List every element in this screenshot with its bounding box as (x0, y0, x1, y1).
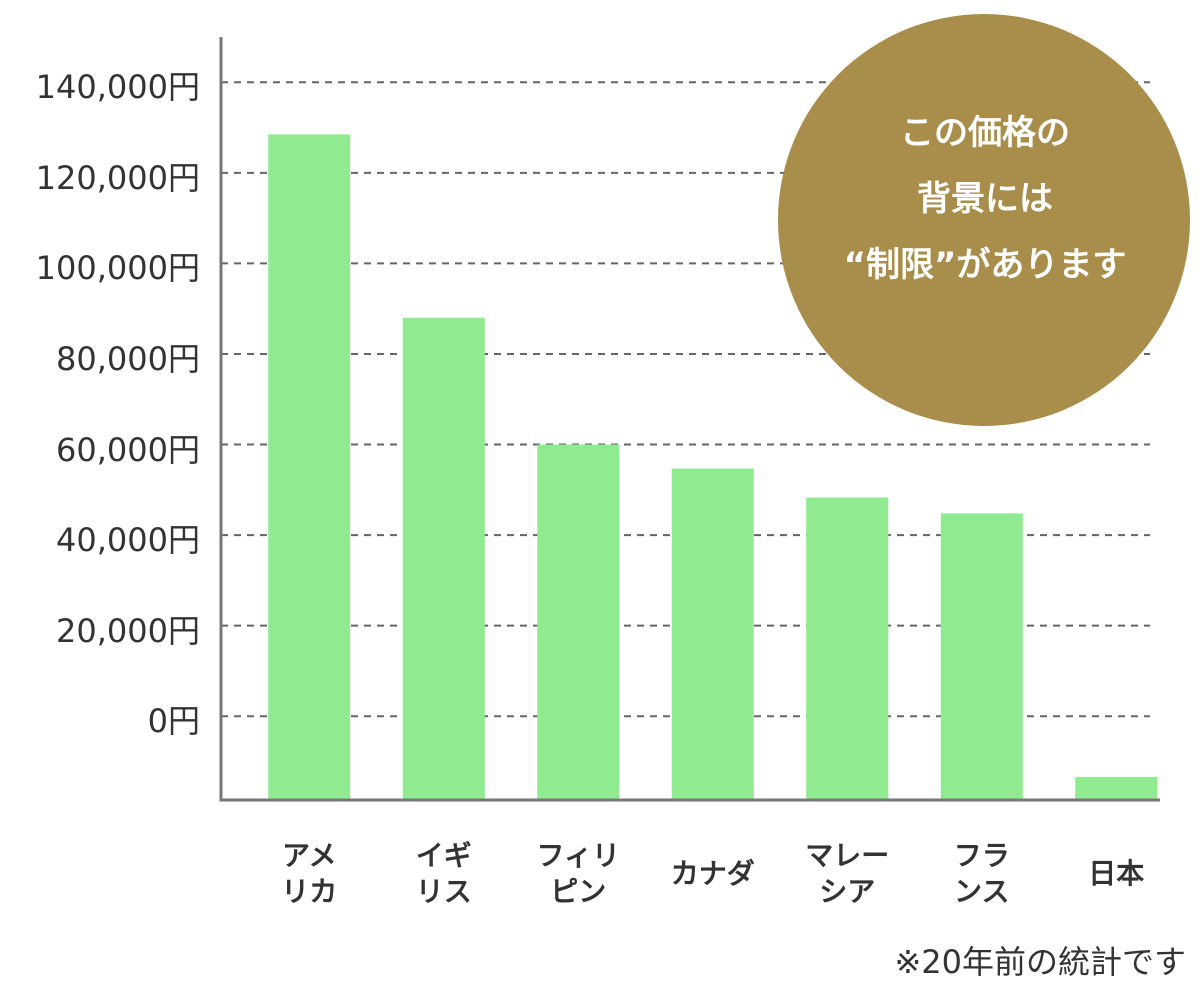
bar (268, 134, 351, 800)
bar (940, 513, 1023, 800)
x-tick-label: フィリ ピン (536, 839, 620, 908)
bar (1075, 776, 1158, 800)
y-tick-label: 60,000円 (56, 430, 200, 469)
y-tick-label: 0円 (147, 702, 200, 741)
y-tick-label: 20,000円 (56, 611, 200, 650)
y-tick-label: 100,000円 (35, 249, 200, 288)
y-tick-label: 120,000円 (35, 158, 200, 197)
bar (402, 317, 485, 800)
bar (671, 468, 754, 800)
y-tick-label: 40,000円 (56, 521, 200, 560)
footnote: ※20年前の統計です (894, 943, 1186, 981)
annotation-circle (778, 14, 1190, 426)
x-tick-label: フラ ンス (953, 839, 1010, 908)
y-tick-label: 80,000円 (56, 339, 200, 378)
x-tick-label: カナダ (670, 857, 755, 890)
bar (537, 444, 620, 800)
x-tick-label: アメ リカ (281, 839, 338, 908)
x-tick-label: イギ リス (415, 839, 472, 908)
axis (219, 37, 1160, 802)
annotation: この価格の 背景には “制限”があります (843, 113, 1127, 285)
bar (806, 497, 889, 800)
x-tick-label: 日本 (1088, 857, 1145, 890)
y-tick-label: 140,000円 (35, 68, 200, 107)
x-tick-label: マレー シア (805, 839, 890, 908)
